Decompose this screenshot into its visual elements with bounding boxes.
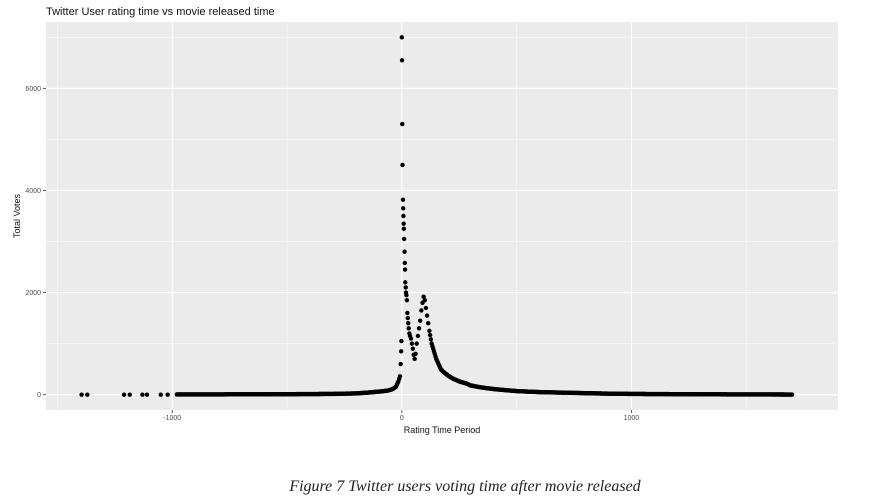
data-point <box>417 318 423 323</box>
data-point <box>399 35 405 40</box>
data-point <box>423 305 429 311</box>
data-point <box>402 267 408 272</box>
y-axis-label: Total Votes <box>12 193 22 238</box>
data-point <box>412 356 417 362</box>
data-point <box>144 392 150 397</box>
data-point <box>400 121 405 127</box>
plot-panel <box>46 22 838 410</box>
data-point <box>406 321 411 326</box>
data-point <box>400 197 406 202</box>
data-point <box>424 313 430 318</box>
data-point <box>405 310 410 316</box>
data-point <box>401 236 407 242</box>
axis-ticks: -1000 0 1000 0 2000 4000 6000 <box>25 86 639 422</box>
data-point <box>403 280 408 285</box>
data-point <box>409 341 415 346</box>
data-point <box>165 392 170 397</box>
y-tick-label: 2000 <box>25 290 41 297</box>
data-point <box>433 354 438 359</box>
data-point <box>395 380 400 386</box>
data-point <box>158 392 163 397</box>
data-point <box>431 346 436 351</box>
data-point <box>79 392 84 397</box>
data-point <box>405 315 410 321</box>
data-point <box>428 337 434 342</box>
data-point <box>85 392 90 397</box>
data-point <box>406 326 411 331</box>
data-point <box>400 162 405 168</box>
y-tick-label: 6000 <box>25 86 41 93</box>
data-point <box>404 298 410 303</box>
data-point <box>399 58 405 63</box>
data-point <box>435 360 440 365</box>
data-point <box>404 292 409 298</box>
data-point <box>415 333 421 339</box>
data-point <box>408 336 414 341</box>
x-tick-label: 0 <box>400 415 404 422</box>
data-point <box>401 213 406 219</box>
data-point <box>410 346 416 351</box>
data-point <box>402 249 407 254</box>
x-tick-label: 1000 <box>624 415 640 422</box>
data-point <box>427 332 433 338</box>
data-point <box>413 351 418 357</box>
data-point <box>399 338 404 344</box>
data-point <box>121 392 127 397</box>
y-tick-label: 0 <box>37 392 41 399</box>
data-point <box>416 326 422 331</box>
x-tick-label: -1000 <box>163 415 181 422</box>
data-point <box>419 308 424 313</box>
data-point <box>396 376 402 382</box>
figure-caption: Figure 7 Twitter users voting time after… <box>289 478 641 495</box>
data-point <box>426 321 431 326</box>
data-point <box>127 392 132 397</box>
chart-title: Twitter User rating time vs movie releas… <box>46 6 275 18</box>
data-point <box>414 341 419 346</box>
data-points <box>79 35 795 397</box>
data-point <box>140 392 145 397</box>
data-point <box>401 226 407 231</box>
data-point <box>427 328 432 334</box>
data-point <box>401 221 406 226</box>
x-axis-label: Rating Time Period <box>404 425 481 435</box>
data-point <box>398 361 403 367</box>
data-point <box>403 285 408 290</box>
data-point <box>398 349 404 354</box>
data-point <box>422 298 427 303</box>
data-point <box>402 260 408 266</box>
data-point <box>401 206 406 211</box>
data-point <box>789 392 794 397</box>
data-point <box>421 294 426 299</box>
y-tick-label: 4000 <box>25 188 41 195</box>
